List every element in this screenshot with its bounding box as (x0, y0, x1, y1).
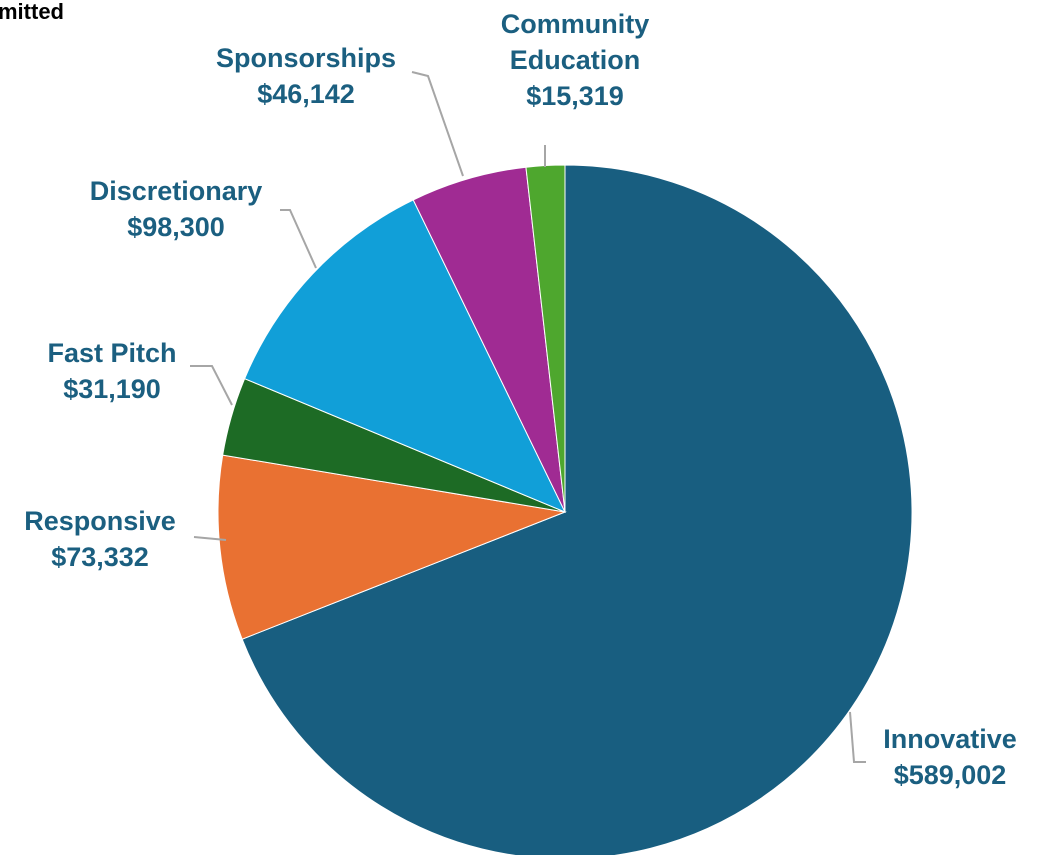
pie-slice-innovative (241, 164, 913, 855)
slice-label-line: Education (510, 45, 641, 75)
slice-label-line: Responsive (24, 506, 176, 536)
slice-value-discretionary: $98,300 (127, 212, 225, 242)
slice-label-innovative: Innovative $589,002 (883, 724, 1017, 790)
slice-value-responsive: $73,332 (51, 542, 149, 572)
pie-slices (217, 164, 913, 855)
leader-line-fast-pitch (190, 365, 233, 406)
leader-line-sponsorships (411, 71, 464, 177)
leader-line-responsive (193, 536, 227, 541)
slice-value-innovative: $589,002 (894, 760, 1007, 790)
leader-line-innovative (849, 711, 866, 763)
slice-label-responsive: Responsive $73,332 (24, 506, 176, 572)
slice-label-fast-pitch: Fast Pitch $31,190 (47, 338, 176, 404)
slice-label-line: Discretionary (90, 176, 263, 206)
slice-value-fast-pitch: $31,190 (63, 374, 161, 404)
title-fragment: mitted (0, 0, 64, 24)
slice-label-community-education: Community Education $15,319 (501, 9, 650, 111)
slice-label-line: Innovative (883, 724, 1017, 754)
pie-slice-discretionary (243, 199, 567, 513)
slice-label-sponsorships: Sponsorships $46,142 (216, 43, 396, 109)
slice-value-community-education: $15,319 (526, 81, 624, 111)
slice-labels: Innovative $589,002 Responsive $73,332 Fast … (24, 9, 1017, 790)
slice-label-line: Fast Pitch (47, 338, 176, 368)
leader-lines (190, 71, 866, 763)
pie-slice-responsive (217, 454, 567, 640)
slice-label-line: Community (501, 9, 650, 39)
slice-value-sponsorships: $46,142 (257, 79, 355, 109)
slice-label-discretionary: Discretionary $98,300 (90, 176, 263, 242)
slice-label-line: Sponsorships (216, 43, 396, 73)
leader-line-discretionary (280, 209, 317, 269)
